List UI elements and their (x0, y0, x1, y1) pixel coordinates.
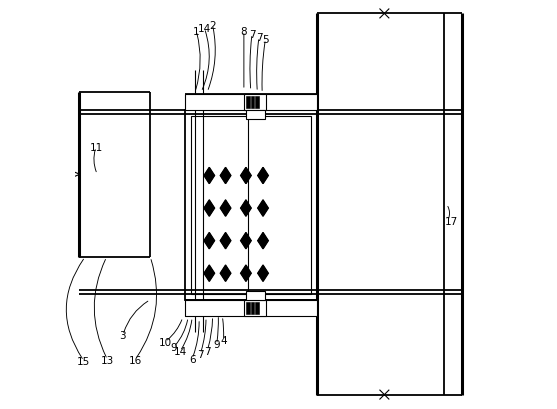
Polygon shape (258, 233, 268, 249)
Polygon shape (204, 200, 214, 217)
Text: 3: 3 (120, 330, 126, 340)
Polygon shape (220, 233, 231, 249)
Bar (244, 300, 266, 316)
Polygon shape (241, 233, 251, 249)
Bar (255, 97, 260, 109)
Polygon shape (220, 200, 231, 217)
Bar (185, 300, 317, 316)
Bar (185, 111, 317, 300)
Text: 7: 7 (256, 33, 262, 43)
Text: 5: 5 (262, 35, 269, 45)
Polygon shape (220, 265, 231, 282)
Bar (255, 302, 260, 314)
Text: 11: 11 (90, 143, 102, 153)
Polygon shape (258, 265, 268, 282)
Polygon shape (241, 265, 251, 282)
Polygon shape (204, 265, 214, 282)
Polygon shape (241, 200, 251, 217)
Text: 15: 15 (77, 356, 90, 366)
Text: 7: 7 (204, 346, 211, 356)
Polygon shape (220, 168, 231, 184)
Polygon shape (258, 168, 268, 184)
Polygon shape (241, 168, 251, 184)
Text: 14: 14 (173, 346, 187, 357)
Text: 1: 1 (193, 27, 199, 37)
Polygon shape (258, 200, 268, 217)
Text: 2: 2 (209, 21, 216, 31)
Text: 17: 17 (445, 217, 458, 227)
Text: 9: 9 (213, 339, 220, 350)
Text: 7: 7 (197, 349, 204, 359)
Bar (244, 95, 266, 111)
Text: 6: 6 (189, 354, 196, 364)
Text: 14: 14 (198, 24, 211, 34)
Bar (246, 111, 265, 120)
Text: 13: 13 (101, 355, 114, 365)
Polygon shape (204, 168, 214, 184)
Text: 8: 8 (241, 27, 247, 37)
Bar (246, 291, 265, 300)
Text: 7: 7 (249, 30, 255, 40)
Polygon shape (204, 233, 214, 249)
Bar (246, 97, 250, 109)
Text: 4: 4 (220, 336, 227, 346)
Bar (185, 95, 317, 111)
Text: 9: 9 (170, 342, 177, 353)
Text: 16: 16 (129, 355, 142, 365)
Bar (191, 117, 311, 294)
Bar (251, 97, 253, 109)
Bar (246, 302, 250, 314)
Bar (251, 302, 253, 314)
Text: 10: 10 (159, 337, 172, 347)
